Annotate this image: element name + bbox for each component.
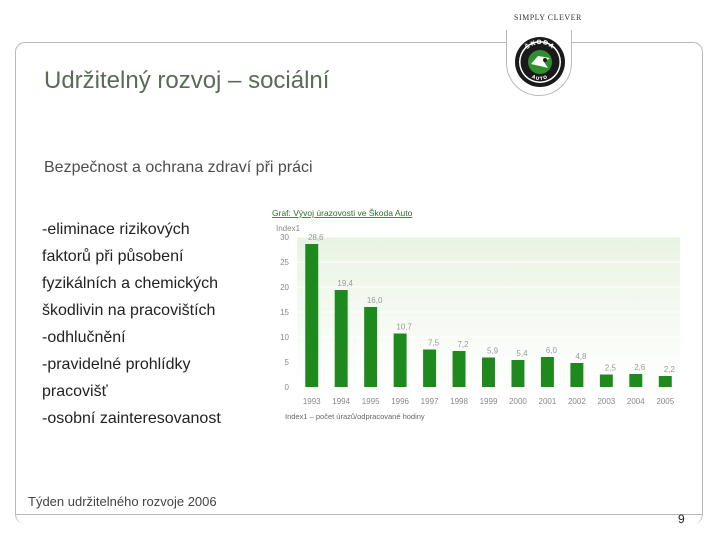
bar [423,349,437,387]
x-tick-label: 2002 [568,397,586,406]
bar [364,307,378,387]
bar-value-label: 10,7 [396,323,412,332]
chart-title: Graf: Vývoj úrazovosti ve Škoda Auto [272,208,413,218]
skoda-logo: ŠKODA AUTO [515,37,565,87]
bar [452,351,466,387]
bullet-line: -odhlučnění [42,329,126,346]
bullet-list: -eliminace rizikových faktorů při působe… [42,216,267,432]
bar-value-label: 16,0 [367,296,383,305]
bar [482,357,495,387]
x-tick-label: 1997 [421,397,439,406]
y-tick-label: 0 [285,383,290,392]
x-tick-label: 1993 [303,397,321,406]
x-tick-label: 1996 [391,397,409,406]
svg-text:AUTO: AUTO [531,74,550,82]
x-tick-label: 1998 [450,397,468,406]
bar-value-label: 5,9 [487,347,499,356]
brand-tagline: SIMPLY CLEVER [514,13,582,22]
x-tick-label: 1999 [480,397,498,406]
bar [629,374,643,387]
page-title: Udržitelný rozvoj – sociální [44,67,330,94]
y-tick-label: 25 [280,258,289,267]
bar [334,290,348,387]
page-number: 9 [678,512,685,526]
bar [305,244,319,387]
section-subtitle: Bezpečnost a ochrana zdraví při práci [44,159,313,176]
legend-note: Index1 – počet úrazů/odpracované hodiny [285,412,425,421]
injury-rate-chart: Graf: Vývoj úrazovosti ve Škoda Auto Ind… [272,208,680,421]
bar [393,333,407,387]
bar-value-label: 4,8 [575,352,587,361]
y-tick-label: 20 [280,283,289,292]
y-tick-label: 30 [280,233,289,242]
x-tick-label: 2003 [597,397,615,406]
logo-lettering: ŠKODA [524,39,556,51]
bar-value-label: 2,5 [605,364,617,373]
bullet-line: škodlivin na pracovištích [42,302,216,319]
bar [599,374,613,387]
bar-value-label: 5,4 [516,349,528,358]
bar-value-label: 28,6 [308,233,324,242]
y-tick-label: 10 [280,333,289,342]
bar-value-label: 19,4 [337,279,353,288]
bullet-line: -osobní zainteresovanost [42,410,221,427]
bullet-line: faktorů při působení [42,248,184,265]
x-tick-label: 1995 [362,397,380,406]
bullet-line: -pravidelné prohlídky [42,356,191,373]
y-tick-label: 15 [280,308,289,317]
bullet-line: -eliminace rizikových [42,221,190,238]
bar-value-label: 6,0 [546,346,558,355]
bar [511,360,525,387]
bullet-line: fyzikálních a chemických [42,275,219,292]
bullet-line: pracovišť [42,383,108,400]
bar [540,357,554,387]
bar-value-label: 2,2 [664,365,676,374]
x-tick-label: 2005 [656,397,674,406]
bar [570,363,584,387]
x-tick-label: 2000 [509,397,527,406]
bar-value-label: 7,5 [428,339,440,348]
footer-divider [15,514,703,515]
x-tick-label: 2004 [627,397,645,406]
footer-text: Týden udržitelného rozvoje 2006 [28,494,217,509]
x-tick-label: 1994 [332,397,350,406]
bar [658,376,672,387]
y-tick-label: 5 [285,358,290,367]
bar-value-label: 2,6 [634,363,646,372]
bar-value-label: 7,2 [457,340,469,349]
y-axis-label: Index1 [276,224,301,233]
x-tick-label: 2001 [539,397,557,406]
